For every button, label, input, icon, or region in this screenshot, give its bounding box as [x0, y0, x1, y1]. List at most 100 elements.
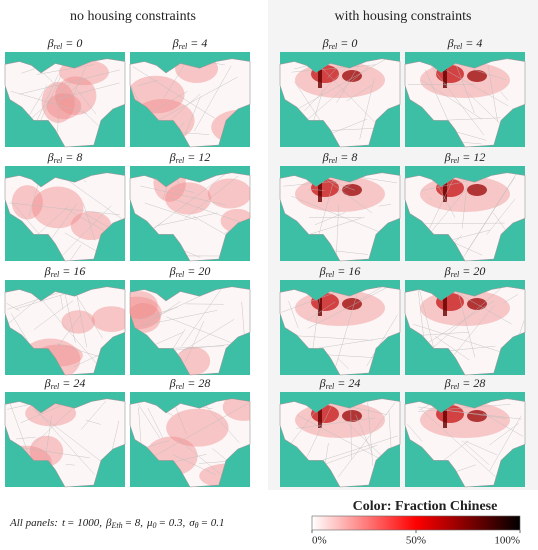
- panel-label: βrel = 20: [444, 264, 486, 279]
- region-shade: [70, 211, 112, 241]
- text-part: μ: [146, 517, 153, 529]
- region-border: [172, 343, 237, 351]
- region-shade: [166, 408, 229, 447]
- region-border: [327, 118, 368, 136]
- region-border: [489, 415, 522, 471]
- text-part: β: [447, 36, 454, 50]
- region-border: [333, 182, 355, 191]
- region-border: [132, 66, 215, 119]
- region-border: [422, 331, 470, 336]
- text-part: rel: [451, 382, 460, 391]
- footer: All panels: t = 1000, βEth = 8, μ0 = 0.3, σθ = 0…: [9, 517, 225, 530]
- text-part: 24: [348, 376, 360, 390]
- region-border: [446, 304, 495, 364]
- text-part: σ: [189, 517, 195, 529]
- region-border: [288, 301, 299, 329]
- text-part: =: [340, 150, 348, 164]
- text-part: β: [44, 264, 51, 278]
- panel-label: βrel = 24: [44, 376, 86, 391]
- region-shade: [130, 303, 161, 333]
- panel-label: βrel = 0: [47, 36, 83, 51]
- text-part: 0: [153, 521, 157, 530]
- text-part: All panels:: [9, 517, 58, 529]
- region-shade: [342, 184, 362, 196]
- region-shade: [46, 93, 82, 120]
- text-part: = 0.3,: [159, 517, 186, 529]
- text-part: =: [190, 36, 198, 50]
- region-border: [489, 423, 519, 446]
- panel-label: βrel = 8: [47, 150, 83, 165]
- map-panel: [129, 52, 251, 148]
- region-border: [337, 357, 349, 369]
- colorbar-tick-label: 50%: [406, 535, 426, 547]
- region-shade: [91, 306, 125, 333]
- region-border: [413, 324, 514, 357]
- text-part: =: [187, 264, 195, 278]
- region-border: [34, 300, 74, 330]
- region-border: [137, 79, 158, 86]
- map-panel: [4, 392, 126, 488]
- text-part: t: [62, 517, 66, 529]
- region-border: [72, 66, 86, 99]
- text-part: =: [465, 36, 473, 50]
- region-border: [314, 212, 346, 226]
- panel-label: βrel = 16: [319, 264, 361, 279]
- region-border: [334, 287, 360, 369]
- region-border: [291, 64, 377, 73]
- region-border: [181, 287, 223, 347]
- text-part: 16: [73, 264, 85, 278]
- text-part: β: [47, 36, 54, 50]
- map-panel: [279, 52, 401, 148]
- text-part: 0: [76, 36, 82, 50]
- text-part: 20: [198, 264, 210, 278]
- text-part: rel: [451, 156, 460, 165]
- panel-label: βrel = 4: [172, 36, 208, 51]
- region-border: [420, 409, 500, 481]
- region-shade: [420, 176, 510, 212]
- land: [4, 286, 126, 376]
- region-shade: [467, 70, 487, 82]
- region-border: [407, 424, 423, 442]
- text-part: 0: [351, 36, 357, 50]
- region-border: [417, 286, 435, 352]
- text-part: 28: [473, 376, 485, 390]
- text-part: β: [47, 150, 54, 164]
- region-shade: [31, 186, 84, 229]
- panel-label: βrel = 24: [319, 376, 361, 391]
- region-shade: [55, 76, 97, 116]
- region-border: [70, 244, 82, 261]
- region-border: [110, 420, 120, 456]
- region-shade: [61, 310, 95, 334]
- region-border: [144, 202, 197, 221]
- region-border: [57, 93, 60, 132]
- text-part: rel: [176, 270, 185, 279]
- region-border: [355, 414, 373, 455]
- text-part: 24: [73, 376, 85, 390]
- text-part: =: [65, 36, 73, 50]
- region-shade: [318, 66, 322, 88]
- region-border: [336, 204, 339, 256]
- region-shade: [443, 294, 447, 316]
- region-border: [157, 212, 218, 226]
- region-border: [184, 96, 201, 135]
- region-border: [194, 65, 232, 132]
- text-part: rel: [451, 270, 460, 279]
- text-part: rel: [54, 42, 63, 51]
- map-panel: [129, 280, 251, 376]
- text-part: =: [462, 376, 470, 390]
- region-border: [10, 90, 87, 114]
- region-border: [193, 215, 230, 237]
- region-border: [19, 69, 120, 95]
- text-part: β: [169, 150, 176, 164]
- region-border: [76, 293, 87, 348]
- text-part: =: [337, 376, 345, 390]
- region-border: [166, 316, 239, 346]
- text-part: β: [444, 264, 451, 278]
- region-border: [466, 91, 502, 125]
- region-border: [455, 62, 475, 114]
- region-border: [346, 85, 372, 102]
- colorbar-title: Color: Fraction Chinese: [353, 499, 498, 514]
- text-part: 12: [473, 150, 485, 164]
- region-border: [59, 205, 112, 259]
- map-panel: [404, 280, 526, 376]
